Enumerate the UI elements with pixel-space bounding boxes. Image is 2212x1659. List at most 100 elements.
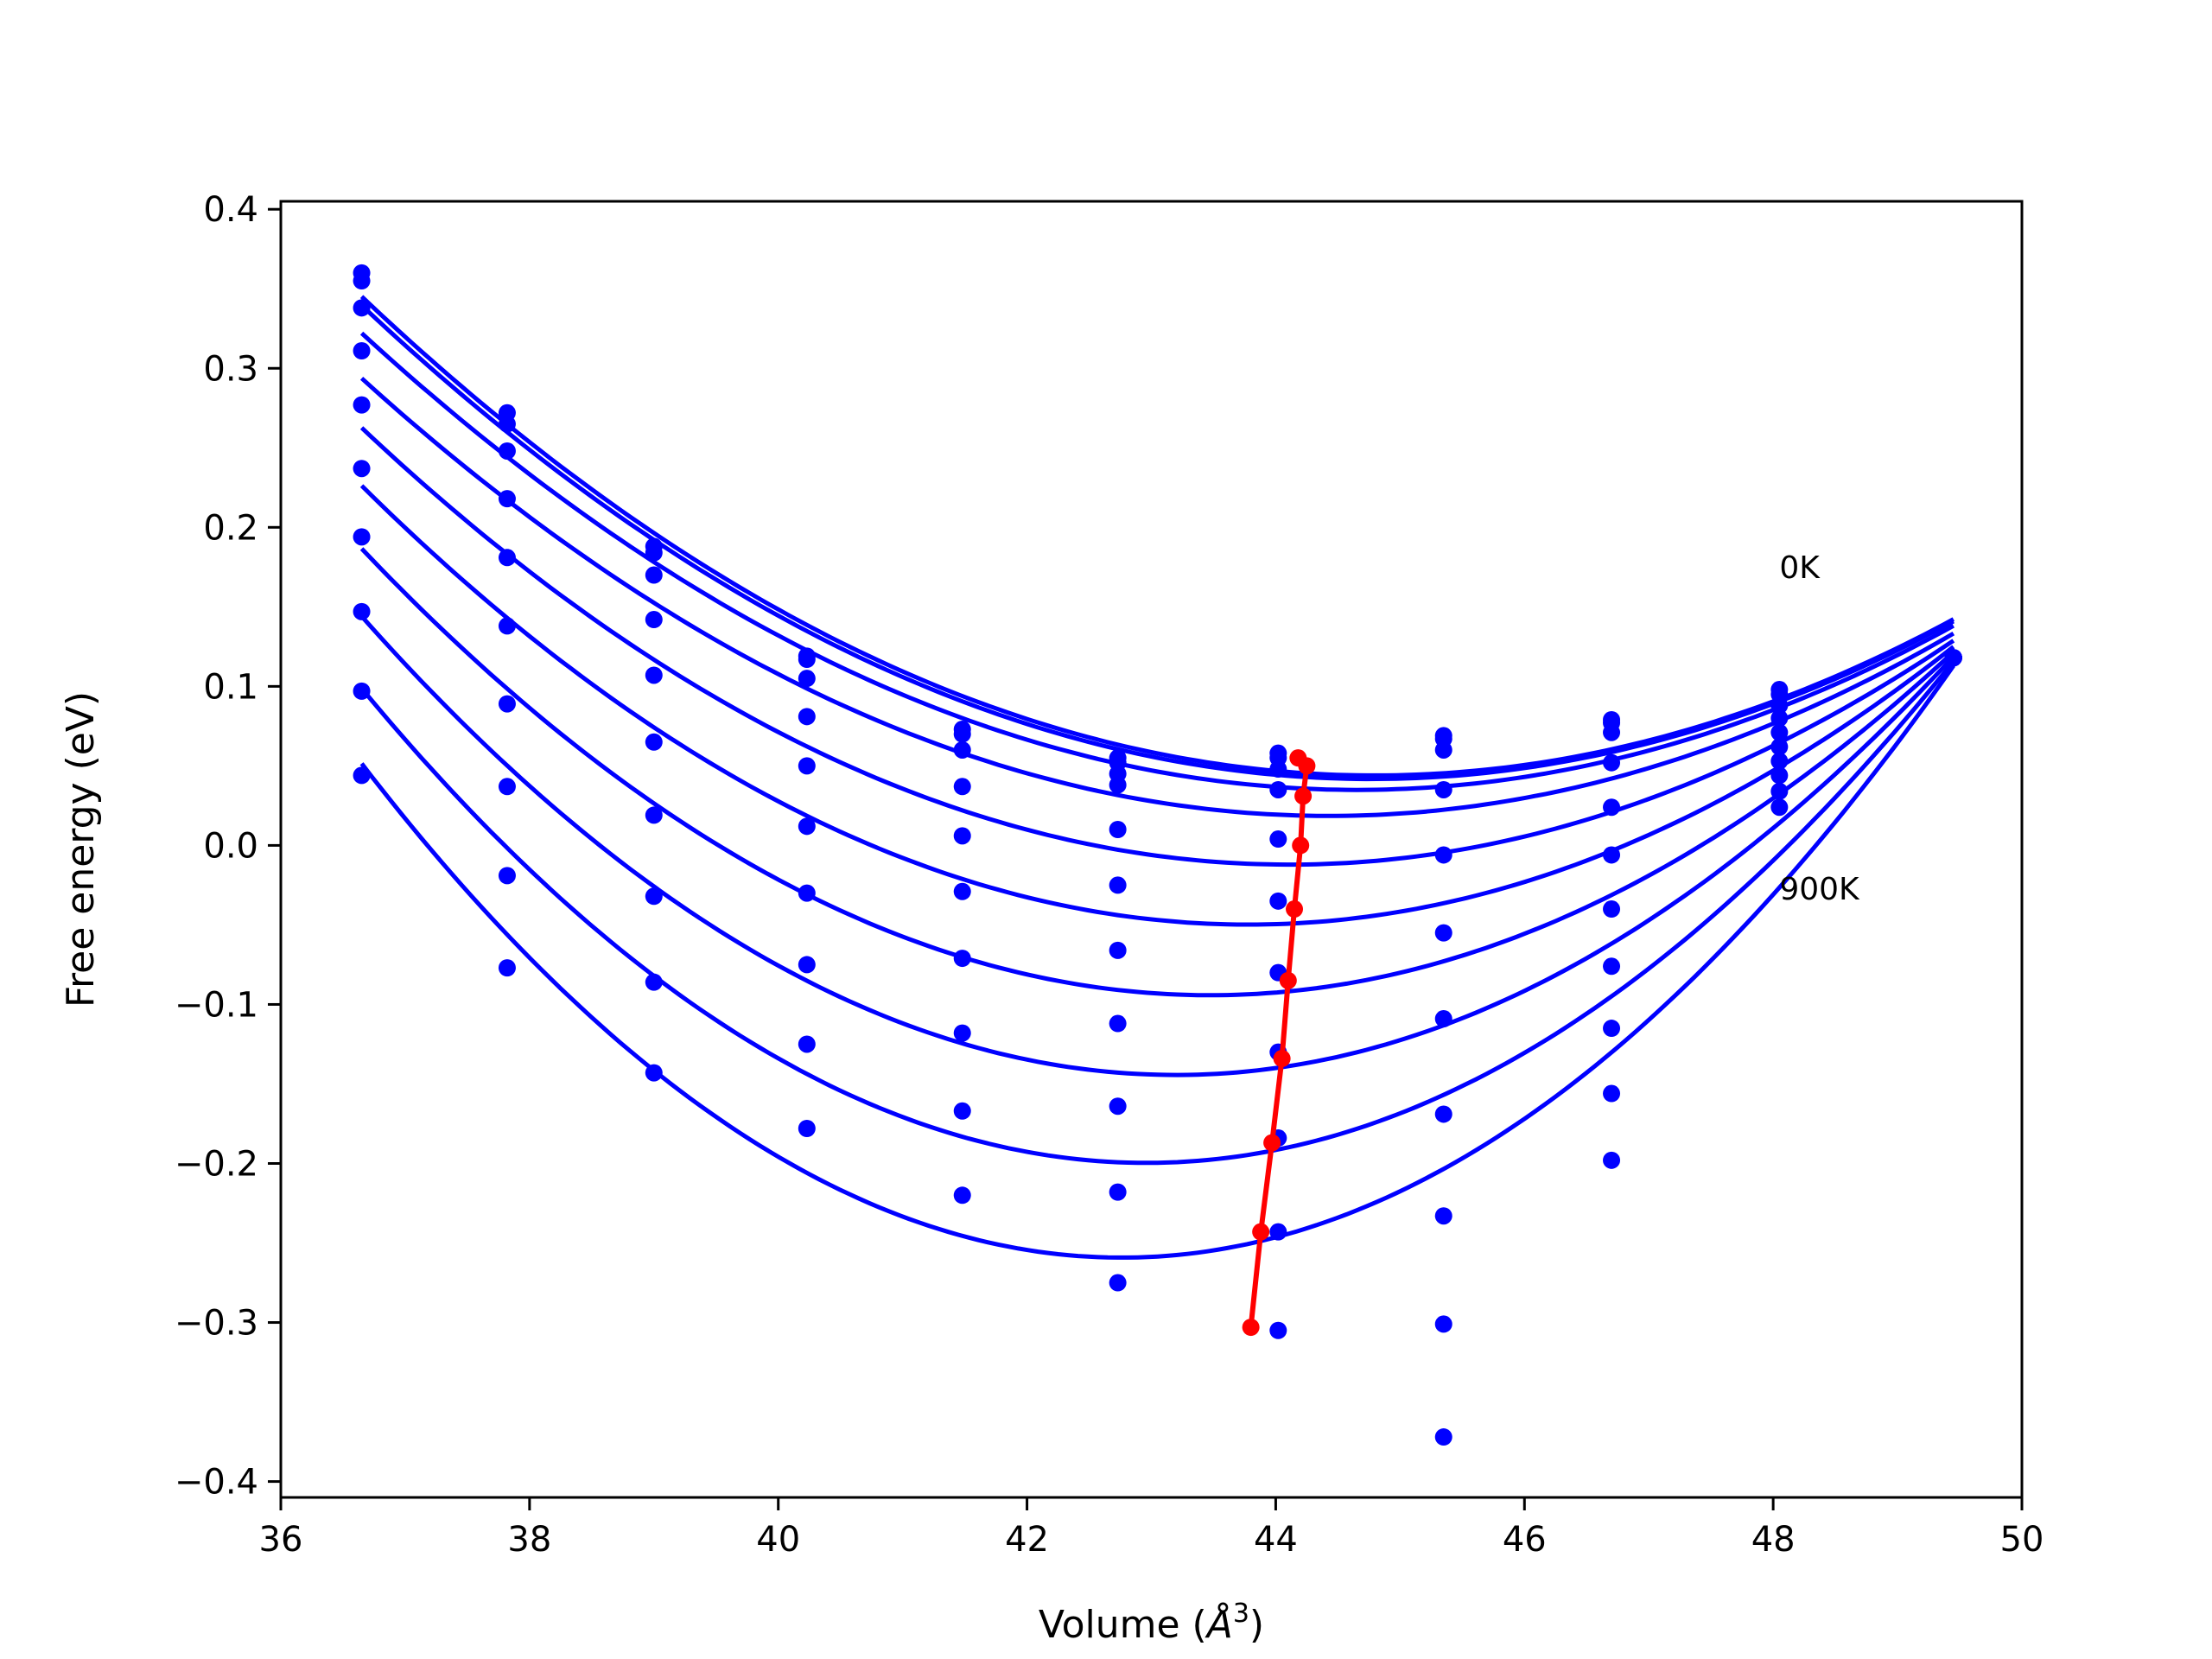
x-axis-label-text: Volume (	[1039, 1603, 1207, 1647]
axes: 36 38 40 42 44 46 48 50 −0.4 −0.3 −0.2 −0.1 0.0 0.1 0.…	[175, 190, 2044, 1560]
minimum-point	[1292, 836, 1310, 855]
data-point	[353, 342, 371, 360]
minimum-point	[1263, 1134, 1281, 1152]
data-point	[1434, 780, 1452, 798]
y-tick-label: 0.1	[203, 667, 258, 707]
data-point	[798, 670, 816, 688]
x-axis-label-close: )	[1249, 1603, 1264, 1647]
x-axis-label-exponent: 3	[1233, 1599, 1249, 1629]
data-point	[1603, 900, 1621, 918]
data-point	[1109, 1183, 1127, 1201]
data-point	[353, 396, 371, 414]
data-point	[1109, 820, 1127, 838]
data-point	[1770, 766, 1789, 785]
data-point	[1434, 1105, 1452, 1123]
data-point	[353, 602, 371, 620]
data-point	[1603, 1020, 1621, 1038]
data-point	[645, 666, 663, 684]
y-tick-label: 0.4	[203, 190, 258, 230]
data-point	[353, 682, 371, 700]
data-point	[798, 884, 816, 902]
data-point	[1109, 941, 1127, 959]
data-point	[1269, 892, 1287, 910]
data-point	[1109, 1097, 1127, 1116]
x-tick-label: 42	[1005, 1520, 1049, 1560]
data-point	[1269, 830, 1287, 849]
x-tick-label: 38	[507, 1520, 551, 1560]
data-point	[498, 695, 516, 713]
data-point	[1770, 738, 1789, 756]
fit-curve	[359, 376, 1955, 818]
data-point	[498, 867, 516, 885]
data-point	[1770, 752, 1789, 770]
data-point	[353, 299, 371, 317]
data-point	[798, 757, 816, 775]
data-point	[1603, 798, 1621, 817]
data-point	[798, 817, 816, 836]
data-point	[798, 651, 816, 669]
fit-curve	[359, 664, 1955, 1260]
y-tick-label: −0.1	[175, 985, 258, 1025]
data-point	[498, 442, 516, 460]
data-point	[498, 549, 516, 567]
data-point	[1109, 1014, 1127, 1033]
data-point	[1603, 1084, 1621, 1103]
y-tick-label: 0.3	[203, 349, 258, 389]
data-point	[1603, 957, 1621, 976]
data-point	[1770, 782, 1789, 800]
x-tick-label: 48	[1751, 1520, 1796, 1560]
data-point	[1770, 709, 1789, 728]
data-point	[645, 973, 663, 991]
data-point	[645, 1064, 663, 1082]
x-tick-label: 50	[2000, 1520, 2044, 1560]
x-tick-label: 46	[1503, 1520, 1547, 1560]
data-point	[353, 528, 371, 546]
y-tick-label: 0.2	[203, 508, 258, 548]
y-tick-label: −0.3	[175, 1304, 258, 1344]
data-point	[1434, 741, 1452, 759]
fit-curve	[359, 547, 1955, 998]
data-point	[953, 1024, 971, 1042]
data-point	[498, 617, 516, 635]
data-point	[1434, 1207, 1452, 1225]
y-tick-label: −0.4	[175, 1463, 258, 1503]
x-tick-label: 40	[756, 1520, 800, 1560]
data-point	[1434, 846, 1452, 864]
minimum-point	[1298, 757, 1316, 775]
data-point	[1770, 723, 1789, 741]
minimum-point	[1279, 971, 1297, 989]
data-point	[1269, 1223, 1287, 1241]
fit-curve	[359, 659, 1955, 1166]
data-point	[953, 1102, 971, 1120]
fit-curve	[359, 303, 1955, 782]
data-point	[1269, 760, 1287, 779]
data-point	[353, 766, 371, 785]
data-point	[1109, 876, 1127, 894]
data-point	[798, 1035, 816, 1053]
x-tick-label: 44	[1254, 1520, 1298, 1560]
data-point	[1434, 1315, 1452, 1333]
fit-curve	[359, 295, 1955, 778]
data-point	[1603, 1151, 1621, 1169]
data-point	[1944, 649, 1962, 667]
data-point	[498, 490, 516, 508]
y-tick-label: 0.0	[203, 826, 258, 866]
data-point	[953, 725, 971, 743]
temperature-annotation: 0K	[1779, 550, 1821, 586]
data-point	[1434, 924, 1452, 942]
data-point	[798, 708, 816, 726]
fit-curve	[359, 614, 1955, 1077]
data-point	[1770, 696, 1789, 715]
minimum-point	[1252, 1223, 1270, 1241]
data-point	[498, 778, 516, 796]
minimum-path-line	[1248, 755, 1310, 1328]
data-point	[353, 460, 371, 478]
data-point	[953, 827, 971, 845]
data-point	[953, 778, 971, 796]
temperature-annotation: 900K	[1779, 872, 1860, 907]
plot-area	[353, 264, 1962, 1446]
data-point	[1603, 753, 1621, 772]
plot-frame	[279, 200, 2024, 1499]
data-point	[953, 950, 971, 968]
